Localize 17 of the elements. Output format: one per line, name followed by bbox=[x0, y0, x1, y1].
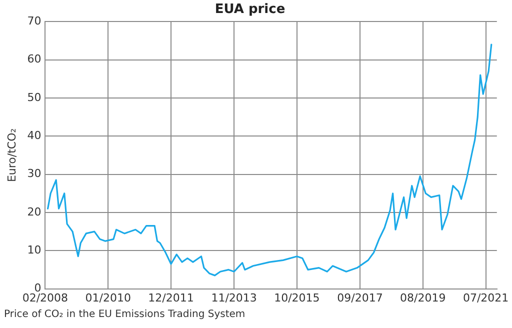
x-tick-label: 12/2011 bbox=[148, 291, 194, 304]
y-axis-title: Euro/tCO₂ bbox=[5, 128, 18, 182]
x-tick-label: 08/2019 bbox=[400, 291, 446, 304]
chart-title: EUA price bbox=[214, 2, 286, 18]
x-tick-label: 07/2021 bbox=[462, 291, 509, 304]
y-tick-label: 30 bbox=[27, 167, 42, 180]
y-tick-label: 50 bbox=[27, 90, 42, 104]
y-tick-label: 20 bbox=[27, 205, 42, 218]
y-tick-label: 70 bbox=[27, 14, 42, 28]
x-tick-label: 10/2015 bbox=[274, 291, 320, 304]
y-tick-label: 40 bbox=[27, 128, 42, 142]
x-tick-label: 09/2017 bbox=[337, 291, 383, 304]
y-tick-label: 60 bbox=[27, 52, 42, 66]
x-tick-label: 11/2013 bbox=[211, 291, 257, 304]
x-tick-label: 01/2010 bbox=[85, 291, 132, 304]
text: Price of CO₂ in the EU Emissions Trading System bbox=[4, 309, 246, 320]
y-tick-label: 10 bbox=[27, 243, 42, 256]
